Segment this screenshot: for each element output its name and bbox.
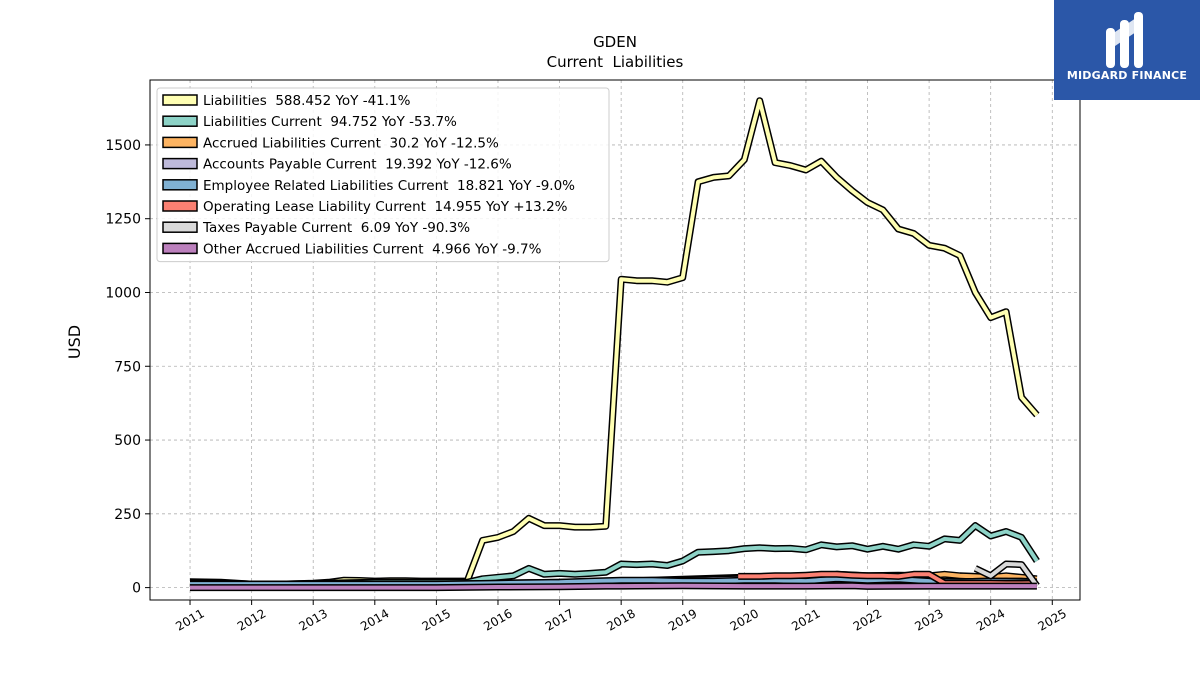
y-tick-label: 0 xyxy=(132,581,141,597)
y-tick-label: 1500 xyxy=(105,138,141,154)
legend-entry-label: Liabilities 588.452 YoY -41.1% xyxy=(203,93,411,109)
legend-entry-label: Employee Related Liabilities Current 18.… xyxy=(203,178,575,194)
series-layer xyxy=(189,97,1040,592)
x-tick-label: 2019 xyxy=(666,606,699,633)
x-tick-label: 2016 xyxy=(481,606,514,633)
plot-frame xyxy=(149,79,1081,601)
legend: Liabilities 588.452 YoY -41.1% Liabilitie… xyxy=(156,87,610,263)
legend-swatch xyxy=(162,242,198,255)
x-tick-label: 2015 xyxy=(420,606,453,633)
series-line xyxy=(190,583,1037,590)
midgard-finance-logo: MIDGARD FINANCE xyxy=(1054,0,1200,100)
legend-swatch xyxy=(162,115,198,127)
x-tick-label: 2013 xyxy=(296,606,329,633)
y-axis-label: USD xyxy=(65,325,84,359)
x-tick-label: 2014 xyxy=(358,606,391,633)
series-taxes-payable-current xyxy=(973,560,1040,588)
chart-title: GDEN xyxy=(593,33,637,51)
chart-subtitle: Current Liabilities xyxy=(547,53,684,71)
series-line xyxy=(974,562,1039,587)
x-tick-label: 2022 xyxy=(851,606,884,633)
series-other-accrued-liabilities-current xyxy=(190,582,1037,592)
y-tick-label: 250 xyxy=(114,507,141,523)
y-tick-label: 500 xyxy=(114,433,141,449)
legend-entry-label: Accounts Payable Current 19.392 YoY -12.… xyxy=(203,157,512,173)
legend-swatch xyxy=(162,136,198,149)
legend-entry-label: Other Accrued Liabilities Current 4.966 … xyxy=(203,241,542,257)
x-tick-label: 2025 xyxy=(1036,606,1069,633)
x-tick-label: 2018 xyxy=(604,606,637,633)
legend-swatch xyxy=(162,200,198,212)
legend-box xyxy=(156,87,610,263)
legend-entry-label: Operating Lease Liability Current 14.955… xyxy=(203,199,568,215)
x-tick-label: 2020 xyxy=(728,606,761,633)
brand-name: MIDGARD FINANCE xyxy=(1066,69,1188,82)
x-tick-label: 2011 xyxy=(173,606,206,633)
x-tick-label: 2021 xyxy=(789,606,822,633)
y-tick-label: 1250 xyxy=(105,212,141,228)
midgard-logo-icon xyxy=(1106,12,1143,68)
legend-entry-label: Accrued Liabilities Current 30.2 YoY -12… xyxy=(203,135,499,151)
x-tick-label: 2024 xyxy=(974,606,1007,633)
legend-entry-label: Taxes Payable Current 6.09 YoY -90.3% xyxy=(202,220,470,236)
y-tick-label: 750 xyxy=(114,359,141,375)
x-tick-label: 2023 xyxy=(912,606,945,633)
legend-swatch xyxy=(162,221,198,233)
legend-swatch xyxy=(162,179,198,191)
legend-entry-label: Liabilities Current 94.752 YoY -53.7% xyxy=(203,114,457,130)
x-tick-label: 2012 xyxy=(235,606,268,633)
legend-swatch xyxy=(162,157,198,170)
y-tick-label: 1000 xyxy=(105,285,141,301)
legend-swatch xyxy=(162,94,198,106)
x-tick-label: 2017 xyxy=(543,606,576,633)
